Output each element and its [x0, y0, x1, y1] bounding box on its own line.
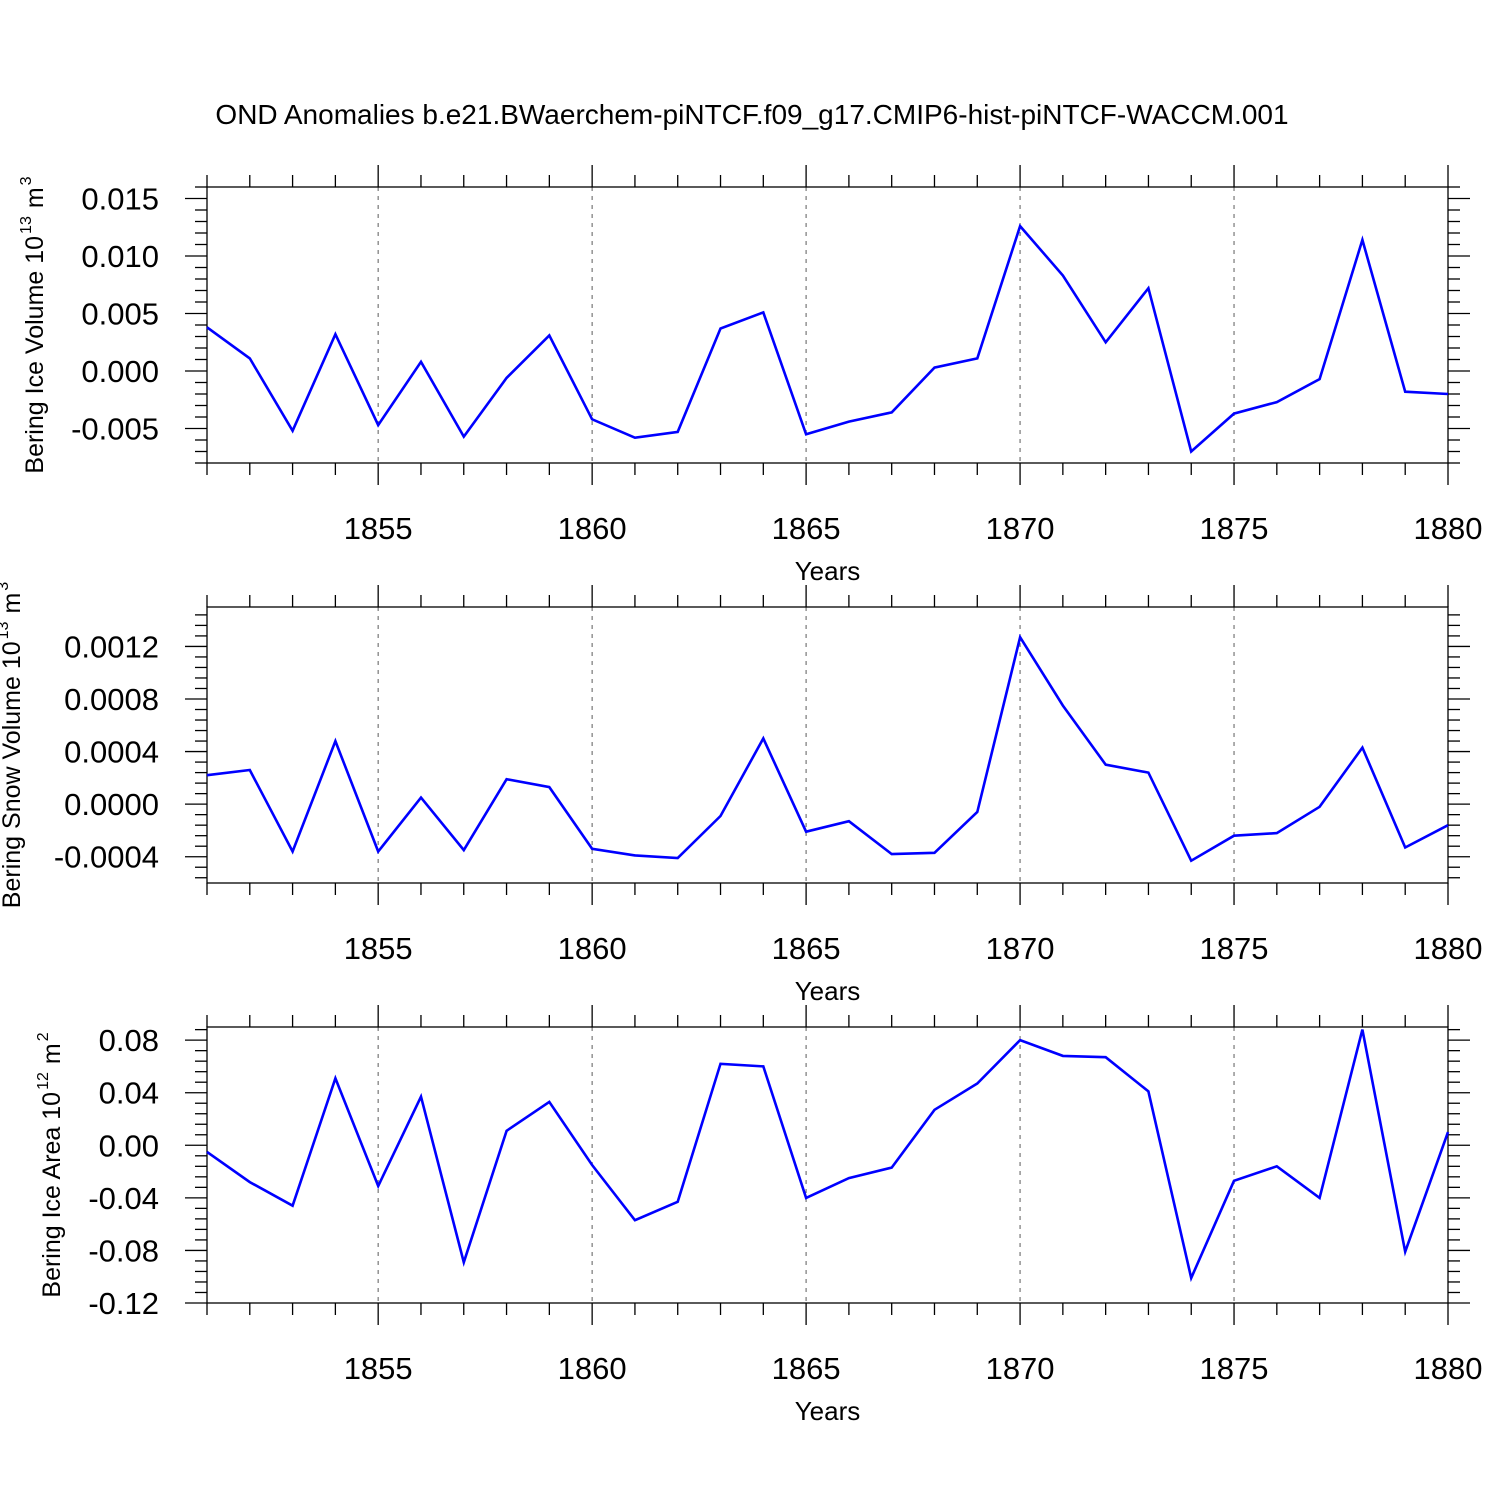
y-tick-label: -0.12 [88, 1286, 159, 1321]
x-tick-label: 1870 [986, 511, 1055, 546]
y-tick-label: -0.04 [88, 1181, 159, 1216]
y-tick-label: -0.08 [88, 1233, 159, 1268]
y-axis-label: Bering Snow Volume 10 13 m 3 [0, 582, 26, 908]
y-tick-label: -0.005 [71, 412, 159, 447]
series-line [206, 223, 1449, 454]
y-tick-label: 0.0012 [64, 629, 159, 664]
y-tick-label: 0.0008 [64, 682, 159, 717]
y-axis-label-part: Bering Snow Volume 10 [0, 641, 26, 908]
plot-frame [206, 606, 1449, 884]
y-axis-label-part: m [21, 187, 49, 208]
y-tick-label: -0.0004 [54, 840, 159, 875]
y-axis-label-superscript: 2 [35, 1032, 52, 1041]
x-tick-label: 1875 [1200, 511, 1269, 546]
x-tick-label: 1860 [558, 1351, 627, 1386]
y-axis-label-part: Bering Ice Area 10 [38, 1092, 66, 1298]
y-tick-label: 0.000 [81, 354, 159, 389]
x-tick-label: 1860 [558, 931, 627, 966]
x-axis-label: Years [795, 1396, 861, 1426]
x-axis-label: Years [795, 556, 861, 586]
y-axis-label: Bering Ice Area 10 12 m 2 [35, 1032, 66, 1297]
y-tick-label: 0.015 [81, 182, 159, 217]
y-tick-label: 0.005 [81, 297, 159, 332]
y-axis-label-part: m [38, 1043, 66, 1064]
y-axis-label-part: Bering Ice Volume 10 [21, 236, 49, 474]
x-tick-label: 1880 [1414, 931, 1483, 966]
figure-title: OND Anomalies b.e21.BWaerchem-piNTCF.f09… [215, 99, 1288, 130]
y-axis-label: Bering Ice Volume 10 13 m 3 [18, 176, 49, 473]
x-tick-label: 1880 [1414, 511, 1483, 546]
x-tick-label: 1880 [1414, 1351, 1483, 1386]
x-tick-label: 1855 [344, 931, 413, 966]
x-tick-label: 1865 [772, 511, 841, 546]
x-tick-label: 1865 [772, 931, 841, 966]
x-tick-label: 1875 [1200, 931, 1269, 966]
x-tick-label: 1855 [344, 1351, 413, 1386]
y-tick-label: 0.0004 [64, 735, 159, 770]
y-tick-label: 0.04 [99, 1076, 159, 1111]
x-tick-label: 1870 [986, 1351, 1055, 1386]
y-tick-label: 0.00 [99, 1128, 159, 1163]
x-tick-label: 1875 [1200, 1351, 1269, 1386]
x-tick-label: 1855 [344, 511, 413, 546]
chart-panel-1: 1855 1860 1865 1870 1875 1880 0.015 0.010 0.005 0… [18, 165, 1482, 586]
series-line [206, 633, 1449, 863]
series-line [206, 1029, 1450, 1283]
y-axis-label-superscript: 13 [18, 216, 35, 234]
y-axis-label-part: m [0, 593, 26, 614]
y-axis-label-superscript: 13 [0, 621, 12, 639]
x-tick-label: 1865 [772, 1351, 841, 1386]
chart-panel-2: 1855 1860 1865 1870 1875 1880 0.0012 0.0008 0.00… [0, 582, 1482, 1006]
x-axis-label: Years [795, 976, 861, 1006]
y-axis-label-superscript: 3 [0, 582, 12, 591]
y-axis-label-superscript: 3 [18, 176, 35, 185]
chart-panel-3: 1855 1860 1865 1870 1875 1880 0.08 0.04 0.00 -0.0… [35, 1005, 1482, 1426]
y-tick-label: 0.08 [99, 1023, 159, 1058]
x-tick-label: 1870 [986, 931, 1055, 966]
y-axis-label-superscript: 12 [35, 1072, 52, 1090]
x-tick-label: 1860 [558, 511, 627, 546]
plot-frame [206, 1026, 1449, 1304]
y-tick-label: 0.0000 [64, 787, 159, 822]
y-tick-label: 0.010 [81, 239, 159, 274]
plot-frame [206, 186, 1449, 464]
